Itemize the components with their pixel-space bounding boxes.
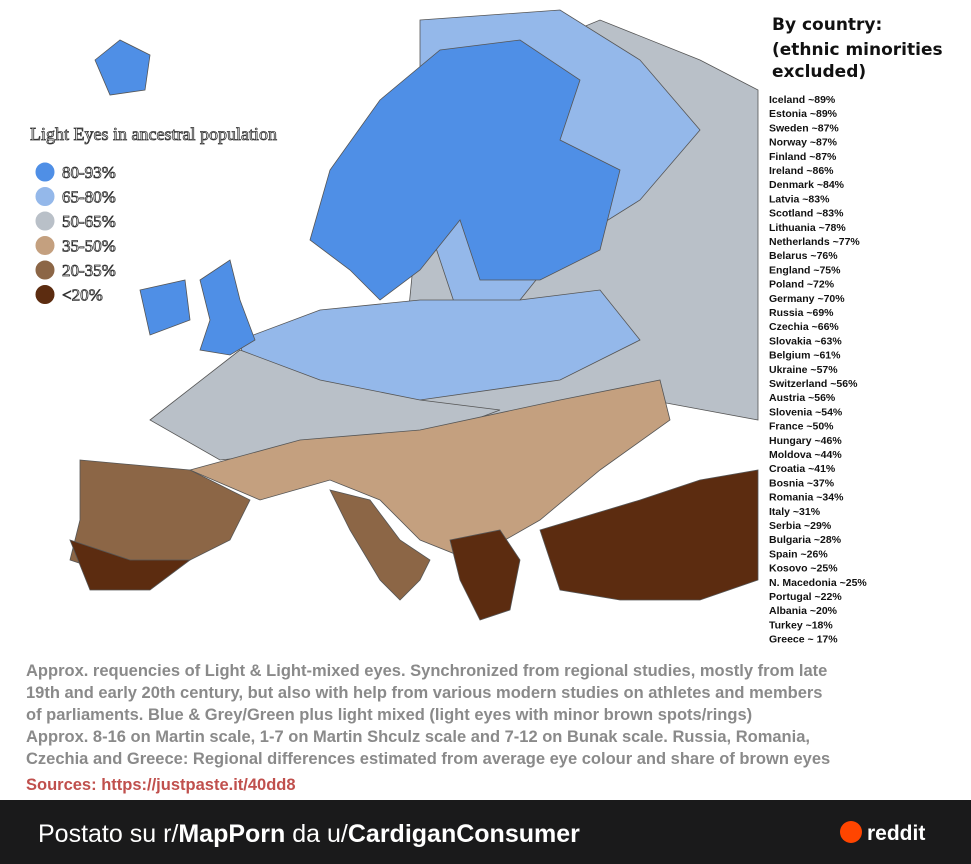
country-entry: Iceland ~89% [769, 94, 836, 106]
country-entry: Finland ~87% [769, 151, 837, 163]
legend-label: <20% [62, 286, 103, 305]
country-entry: Italy ~31% [769, 506, 821, 518]
legend-label: 80-93% [62, 163, 116, 182]
country-entry: N. Macedonia ~25% [769, 577, 867, 589]
caption-line: of parliaments. Blue & Grey/Green plus l… [26, 706, 752, 724]
country-entry: Estonia ~89% [769, 108, 838, 120]
country-entry: Turkey ~18% [769, 619, 833, 631]
legend-swatch [34, 161, 56, 183]
list-title: By country: [772, 15, 882, 35]
country-entry: Switzerland ~56% [769, 378, 858, 390]
subtitle-line: (ethnic minorities [772, 40, 943, 60]
country-entry: Czechia ~66% [769, 321, 839, 333]
subreddit[interactable]: MapPorn [178, 820, 285, 848]
legend-label: 35-50% [62, 237, 116, 256]
country-entry: France ~50% [769, 421, 834, 433]
country-entry: Poland ~72% [769, 279, 835, 291]
country-entry: Netherlands ~77% [769, 236, 860, 248]
country-entry: Ukraine ~57% [769, 364, 838, 376]
country-entry: Lithuania ~78% [769, 222, 846, 234]
caption: Approx. requencies of Light & Light-mixe… [26, 662, 830, 768]
legend-swatch [34, 186, 56, 207]
footer-middle: da u/ [285, 820, 348, 848]
scandinavia [309, 39, 621, 301]
country-entry: Serbia ~29% [769, 520, 832, 532]
italy [329, 489, 431, 601]
country-entry: Norway ~87% [769, 137, 838, 149]
legend-label: 20-35% [62, 261, 116, 280]
southern-europe [188, 379, 671, 561]
ireland [139, 279, 191, 336]
legend-swatch [34, 210, 56, 232]
legend-label: 65-80% [62, 188, 116, 207]
caption-line: Approx. 8-16 on Martin scale, 1-7 on Mar… [26, 728, 810, 746]
country-entry: Kosovo ~25% [769, 563, 838, 575]
list-subtitle: (ethnic minorities excluded) [772, 40, 943, 82]
legend-swatch [34, 259, 56, 281]
legend-title: Light Eyes in ancestral population [30, 124, 277, 144]
footer-bar [0, 800, 971, 864]
map [69, 9, 759, 621]
caption-line: 19th and early 20th century, but also wi… [26, 684, 822, 702]
country-entry: Croatia ~41% [769, 463, 836, 475]
country-entry: Bosnia ~37% [769, 477, 835, 489]
country-entry: Spain ~26% [769, 548, 828, 560]
country-entry: Moldova ~44% [769, 449, 842, 461]
reddit-icon [840, 821, 862, 843]
country-entry: Scotland ~83% [769, 208, 844, 220]
balkans-south [449, 529, 521, 621]
caption-line: Czechia and Greece: Regional differences… [26, 750, 830, 768]
country-entry: Slovakia ~63% [769, 335, 842, 347]
turkey [539, 469, 759, 601]
country-entry: Latvia ~83% [769, 193, 830, 205]
country-entry: Greece ~ 17% [769, 634, 838, 646]
country-entry: Germany ~70% [769, 293, 845, 305]
country-entry: Denmark ~84% [769, 179, 845, 191]
country-entry: Albania ~20% [769, 605, 838, 617]
footer-prefix: Postato su r/ [38, 820, 178, 848]
legend-swatch [34, 284, 56, 305]
user[interactable]: CardiganConsumer [348, 820, 580, 848]
legend-label: 50-65% [62, 212, 116, 231]
country-entry: Slovenia ~54% [769, 406, 843, 418]
country-entry: Hungary ~46% [769, 435, 842, 447]
caption-line: Approx. requencies of Light & Light-mixe… [26, 662, 827, 680]
country-entry: Portugal ~22% [769, 591, 842, 603]
subtitle-line: excluded) [772, 62, 866, 82]
britain [199, 259, 256, 356]
country-entry: Belarus ~76% [769, 250, 838, 262]
country-entry: Romania ~34% [769, 492, 844, 504]
reddit-brand: reddit [867, 822, 925, 845]
country-entry: Russia ~69% [769, 307, 834, 319]
country-list: Iceland ~89% Estonia ~89% Sweden ~87% Norwa… [769, 94, 867, 646]
legend: 80-93% 65-80% 50-65% 35-50% 20-35% <20% [34, 161, 116, 305]
country-entry: Sweden ~87% [769, 122, 839, 134]
iberia-south [69, 539, 192, 591]
country-entry: Ireland ~86% [769, 165, 834, 177]
country-entry: Austria ~56% [769, 392, 836, 404]
sources[interactable]: Sources: https://justpaste.it/40dd8 [26, 776, 296, 794]
footer-text: Postato su r/MapPorn da u/CardiganConsum… [38, 820, 580, 848]
country-entry: Belgium ~61% [769, 350, 841, 362]
iceland [94, 39, 151, 96]
legend-swatch [34, 235, 56, 256]
country-entry: England ~75% [769, 264, 841, 276]
country-entry: Bulgaria ~28% [769, 534, 842, 546]
